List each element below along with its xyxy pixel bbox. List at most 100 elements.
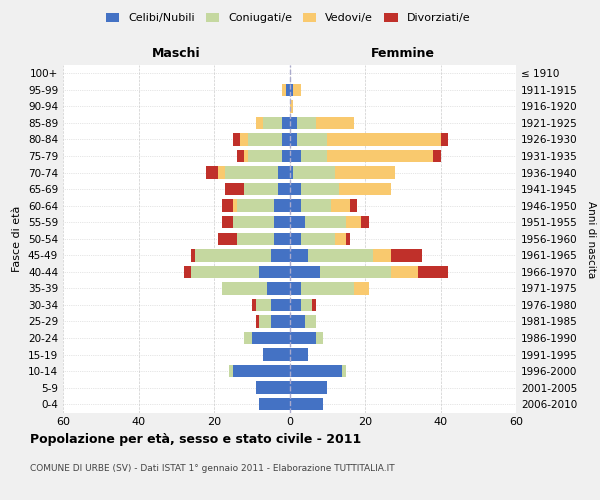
Bar: [418, 266, 448, 278]
Bar: [290, 348, 308, 361]
Bar: [248, 134, 282, 145]
Text: COMUNE DI URBE (SV) - Dati ISTAT 1° gennaio 2011 - Elaborazione TUTTITALIA.IT: COMUNE DI URBE (SV) - Dati ISTAT 1° genn…: [30, 464, 395, 473]
Bar: [290, 266, 320, 278]
Bar: [263, 116, 282, 129]
Bar: [184, 266, 191, 278]
Bar: [256, 116, 263, 129]
Bar: [290, 282, 301, 294]
Bar: [259, 266, 290, 278]
Bar: [259, 398, 290, 410]
Bar: [229, 365, 233, 378]
Bar: [305, 216, 346, 228]
Bar: [241, 134, 248, 145]
Bar: [244, 332, 252, 344]
Bar: [301, 298, 312, 311]
Bar: [290, 84, 293, 96]
Bar: [290, 183, 301, 196]
Bar: [256, 298, 271, 311]
Bar: [290, 200, 301, 212]
Bar: [271, 298, 290, 311]
Bar: [259, 316, 271, 328]
Bar: [327, 134, 440, 145]
Bar: [256, 382, 290, 394]
Bar: [233, 134, 241, 145]
Bar: [331, 200, 350, 212]
Bar: [233, 200, 236, 212]
Bar: [293, 166, 335, 179]
Bar: [221, 282, 267, 294]
Bar: [282, 150, 290, 162]
Bar: [346, 216, 361, 228]
Bar: [286, 84, 290, 96]
Bar: [290, 216, 305, 228]
Bar: [252, 298, 256, 311]
Bar: [233, 365, 290, 378]
Bar: [391, 266, 418, 278]
Bar: [278, 166, 290, 179]
Bar: [293, 84, 301, 96]
Bar: [218, 232, 236, 245]
Bar: [301, 282, 353, 294]
Bar: [290, 166, 293, 179]
Bar: [290, 134, 297, 145]
Bar: [290, 365, 343, 378]
Bar: [218, 166, 226, 179]
Bar: [290, 150, 301, 162]
Legend: Celibi/Nubili, Coniugati/e, Vedovi/e, Divorziati/e: Celibi/Nubili, Coniugati/e, Vedovi/e, Di…: [101, 8, 475, 28]
Bar: [290, 232, 301, 245]
Bar: [335, 166, 395, 179]
Bar: [316, 332, 323, 344]
Y-axis label: Fasce di età: Fasce di età: [13, 206, 22, 272]
Bar: [440, 134, 448, 145]
Bar: [305, 316, 316, 328]
Bar: [282, 134, 290, 145]
Bar: [236, 232, 274, 245]
Bar: [290, 100, 293, 112]
Bar: [301, 232, 335, 245]
Bar: [282, 116, 290, 129]
Bar: [290, 316, 305, 328]
Bar: [301, 200, 331, 212]
Bar: [278, 183, 290, 196]
Bar: [221, 200, 233, 212]
Text: Femmine: Femmine: [371, 47, 435, 60]
Bar: [274, 232, 290, 245]
Bar: [373, 249, 391, 262]
Bar: [256, 316, 259, 328]
Bar: [248, 150, 282, 162]
Bar: [206, 166, 218, 179]
Bar: [327, 150, 433, 162]
Bar: [236, 200, 274, 212]
Bar: [271, 249, 290, 262]
Bar: [290, 332, 316, 344]
Bar: [195, 249, 271, 262]
Bar: [343, 365, 346, 378]
Bar: [290, 398, 323, 410]
Bar: [335, 232, 346, 245]
Bar: [338, 183, 391, 196]
Text: Maschi: Maschi: [152, 47, 200, 60]
Bar: [297, 134, 327, 145]
Bar: [252, 332, 290, 344]
Bar: [290, 249, 308, 262]
Bar: [350, 200, 358, 212]
Bar: [301, 183, 338, 196]
Bar: [290, 116, 297, 129]
Bar: [263, 348, 290, 361]
Bar: [301, 150, 327, 162]
Bar: [361, 216, 369, 228]
Bar: [274, 216, 290, 228]
Bar: [236, 150, 244, 162]
Bar: [271, 316, 290, 328]
Bar: [233, 216, 274, 228]
Bar: [316, 116, 353, 129]
Bar: [191, 266, 259, 278]
Bar: [308, 249, 373, 262]
Bar: [312, 298, 316, 311]
Bar: [433, 150, 440, 162]
Bar: [274, 200, 290, 212]
Bar: [226, 166, 278, 179]
Bar: [244, 150, 248, 162]
Text: Anni di nascita: Anni di nascita: [586, 202, 596, 278]
Bar: [297, 116, 316, 129]
